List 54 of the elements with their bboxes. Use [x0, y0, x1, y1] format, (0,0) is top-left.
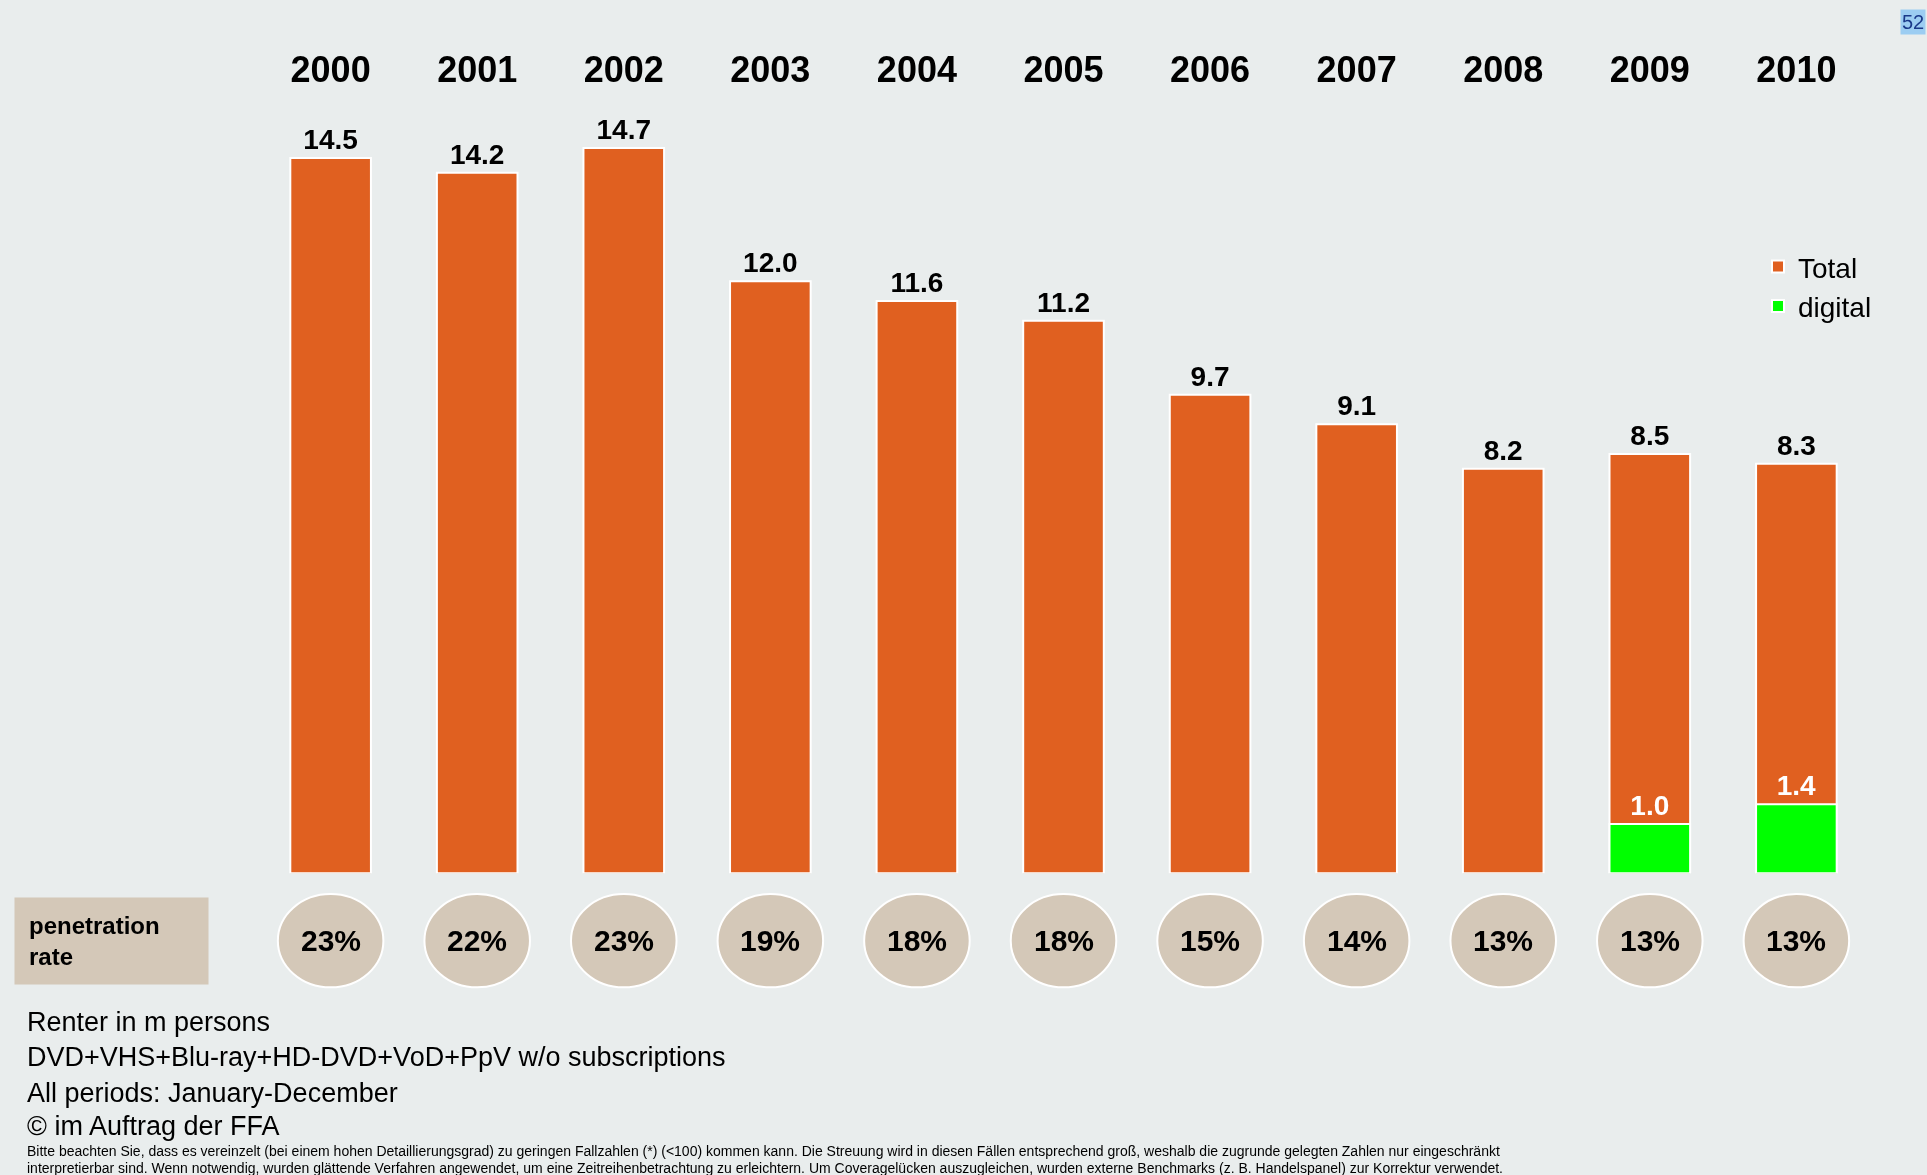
bar: [1461, 467, 1545, 874]
x-tick-label: 2002: [583, 48, 664, 90]
text: 23%: [301, 924, 362, 957]
data-label: 8.2: [1483, 434, 1523, 466]
text: 14%: [1327, 924, 1388, 957]
data-label: 14.7: [596, 114, 652, 146]
text: 52: [1902, 11, 1925, 33]
x-tick-label: 2000: [290, 48, 371, 90]
bar: [875, 299, 959, 874]
text: DVD+VHS+Blu-ray+HD-DVD+VoD+PpV w/o subscriptions: [27, 1042, 726, 1072]
x-tick-label: 2006: [1170, 48, 1251, 90]
bar: [435, 171, 519, 874]
text: interpretierbar sind. Wenn notwendig, wurden glättende Verfahren angewendet, um eine Zeitreihenbetrachtung zu erleichtern. Um Coveragelücken auszugleichen, wurden externe Benchmarks (z. B. Handelspanel) zur Korrektur verwendet.: [27, 1160, 1504, 1175]
text: 19%: [740, 924, 801, 957]
data-label: 9.7: [1190, 360, 1230, 392]
data-label: 11.6: [890, 266, 944, 298]
data-label: 8.5: [1630, 419, 1670, 451]
data-label: 12.0: [743, 247, 798, 279]
x-tick-label: 2005: [1023, 48, 1104, 90]
text: 22%: [447, 924, 508, 957]
bar: [289, 156, 372, 874]
data-label: 11.2: [1037, 286, 1090, 318]
text: 18%: [887, 924, 948, 957]
text: 13%: [1473, 924, 1534, 957]
x-tick-label: 2007: [1316, 48, 1397, 90]
bar: [729, 280, 812, 874]
data-label: 14.2: [449, 138, 505, 170]
data-label: 9.1: [1337, 390, 1377, 422]
text: Bitte beachten Sie, dass es vereinzelt (bei einem hohen Detaillierungsgrad) zu geringen Fallzahlen (*) (<100) kommen kann. Die Streuung wird in diesen Fällen entsprechend groß, weshalb die zugrunde gelegten Zahlen nur eingeschränkt: [27, 1143, 1500, 1159]
x-tick-label: 2004: [876, 48, 957, 90]
x-tick-label: 2003: [730, 48, 811, 90]
legend-label: digital: [1798, 291, 1872, 323]
bar: [1168, 393, 1252, 874]
data-label: 1.0: [1630, 790, 1670, 822]
x-tick-label: 2009: [1609, 48, 1690, 90]
text: 13%: [1620, 924, 1681, 957]
legend-label: Total: [1798, 252, 1858, 284]
bar: [1022, 319, 1105, 874]
text: 18%: [1034, 924, 1095, 957]
text: penetration rate: [29, 912, 160, 971]
bar: [1315, 423, 1398, 874]
data-label: 8.3: [1776, 429, 1816, 461]
x-tick-label: 2001: [437, 48, 518, 90]
data-label: 14.5: [303, 123, 358, 155]
bar: [582, 147, 666, 874]
text: All periods: January-December: [27, 1078, 398, 1108]
text: 15%: [1180, 924, 1241, 957]
x-tick-label: 2010: [1756, 48, 1837, 90]
x-tick-label: 2008: [1463, 48, 1544, 90]
text: © im Auftrag der FFA: [27, 1111, 280, 1141]
data-label: 1.4: [1776, 770, 1817, 802]
text: 13%: [1766, 924, 1827, 957]
text: Renter in m persons: [27, 1007, 271, 1037]
text: 23%: [594, 924, 655, 957]
